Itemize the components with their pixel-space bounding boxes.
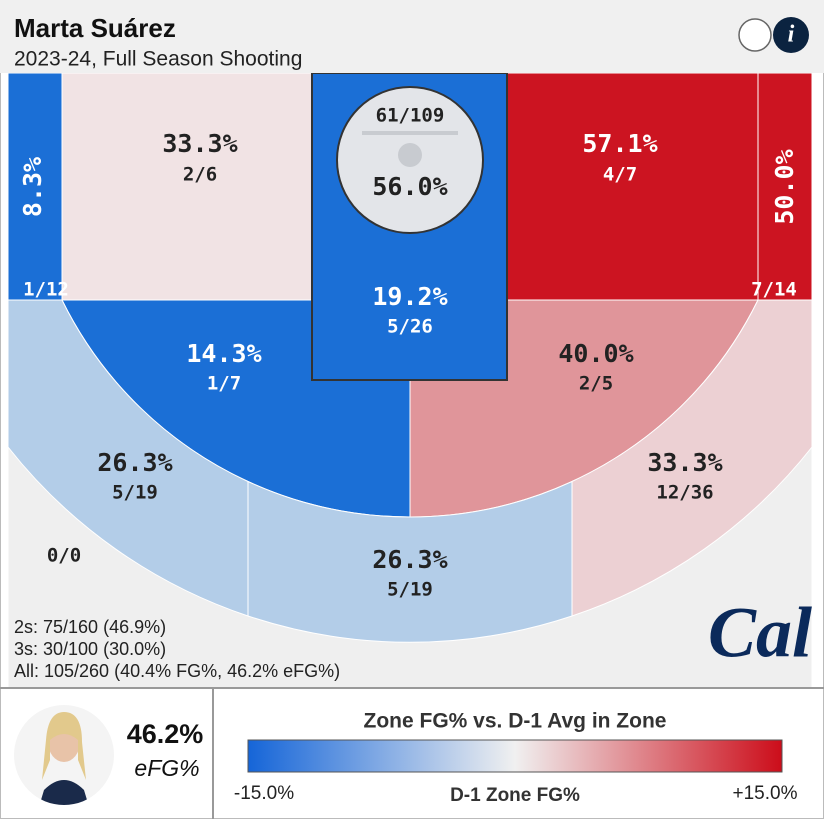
zone-pct: 33.3% — [647, 448, 722, 477]
zone-pct: 26.3% — [97, 448, 172, 477]
subtitle: 2023-24, Full Season Shooting — [14, 48, 302, 71]
zone-shots: 2/5 — [579, 373, 613, 395]
header-bg — [0, 0, 824, 73]
restricted-pct: 56.0% — [372, 172, 447, 201]
efg-label: eFG% — [134, 755, 199, 781]
zone-pct: 40.0% — [558, 339, 633, 368]
player-name: Marta Suárez — [14, 13, 176, 43]
summary-line: 2s: 75/160 (46.9%) — [14, 617, 166, 637]
legend-bar — [247, 739, 783, 773]
toggle-button[interactable] — [738, 18, 772, 52]
zone-shots: 2/6 — [183, 164, 217, 186]
zone-pct: 26.3% — [372, 545, 447, 574]
summary-line: 3s: 30/100 (30.0%) — [14, 639, 166, 659]
zone — [506, 73, 759, 301]
zone-pct: 50.0% — [770, 149, 799, 224]
team-logo: Cal — [708, 593, 812, 673]
legend-max: +15.0% — [733, 783, 798, 804]
restricted-shots: 61/109 — [376, 105, 445, 127]
zone-shots: 5/19 — [387, 579, 433, 601]
zone-shots: 4/7 — [603, 164, 637, 186]
info-icon: i — [788, 22, 795, 48]
player-photo — [14, 705, 114, 805]
legend-axis: D-1 Zone FG% — [450, 785, 580, 806]
efg-value: 46.2% — [127, 719, 204, 749]
zone-pct: 33.3% — [162, 129, 237, 158]
zone-shots: 0/0 — [47, 545, 81, 567]
zone-pct: 8.3% — [18, 157, 47, 217]
zone-shots: 5/26 — [387, 316, 433, 338]
summary-line: All: 105/260 (40.4% FG%, 46.2% eFG%) — [14, 661, 340, 681]
zone-pct: 19.2% — [372, 282, 447, 311]
legend-title: Zone FG% vs. D-1 Avg in Zone — [364, 710, 667, 733]
rim — [398, 143, 422, 167]
zone-pct: 57.1% — [582, 129, 657, 158]
legend-min: -15.0% — [234, 783, 294, 804]
zone — [757, 73, 812, 301]
zone-labels: 8.3% 1/12 33.3% 2/6 57.1% 4/7 50.0% 7/14 19.2% 5/… — [14, 86, 812, 681]
zone-shots: 12/36 — [656, 482, 713, 504]
zone-shots: 1/12 — [23, 279, 69, 301]
info-button[interactable] — [773, 17, 809, 53]
zone — [571, 299, 812, 617]
zone-shots: 5/19 — [112, 482, 158, 504]
zone-shots: 1/7 — [207, 373, 241, 395]
zone-pct: 14.3% — [186, 339, 261, 368]
zone-shots: 7/14 — [751, 279, 797, 301]
zone — [61, 73, 313, 301]
